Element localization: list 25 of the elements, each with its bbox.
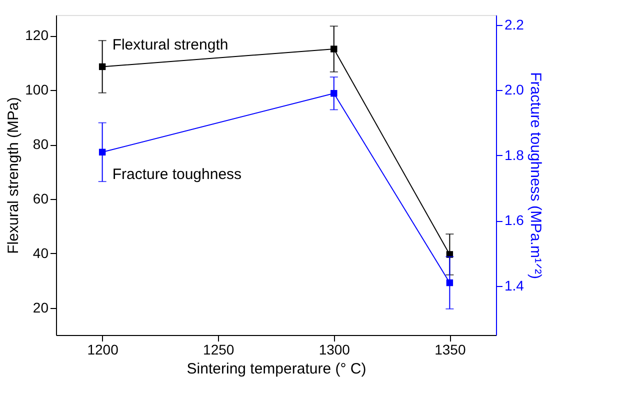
series-label: Flextural strength — [112, 36, 228, 54]
y-tick-label: 60 — [32, 190, 49, 206]
y-tick-label: 80 — [32, 136, 49, 152]
x-tick-label: 1200 — [87, 342, 119, 358]
series-label: Fracture toughness — [112, 166, 242, 184]
y-tick-label: 40 — [32, 244, 49, 261]
x-tick-label: 1250 — [203, 342, 234, 358]
y2-tick-label: 1.8 — [504, 146, 524, 163]
point — [330, 46, 338, 52]
point — [98, 148, 106, 156]
point — [98, 63, 106, 70]
y-tick-label: 120 — [25, 27, 49, 44]
y2-tick-label: 1.6 — [504, 212, 524, 228]
x-tick-label: 1300 — [318, 342, 350, 358]
point — [330, 90, 338, 97]
y2-tick-label: 2.2 — [504, 16, 524, 32]
x-tick-label: 1350 — [434, 342, 466, 358]
y-axis-title: Flexural strength (MPa) — [5, 97, 22, 254]
y-tick-label: 100 — [25, 82, 49, 98]
y2-axis-title: Fracture toughness (MPa.m¹ᐟ²) — [526, 72, 544, 279]
point — [446, 279, 454, 286]
x-axis-title: Sintering temperature (° C) — [186, 360, 366, 378]
y2-tick-label: 1.4 — [504, 278, 524, 294]
y-tick-label: 20 — [32, 299, 49, 316]
y2-tick-label: 2.0 — [504, 82, 524, 98]
